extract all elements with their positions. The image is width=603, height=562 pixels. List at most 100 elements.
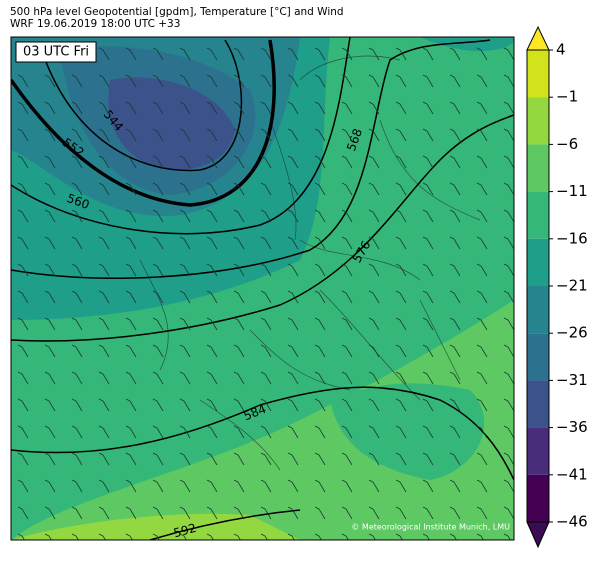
- wind-barb: [287, 317, 299, 331]
- wind-barb: [125, 128, 137, 142]
- wind-barb: [260, 290, 272, 304]
- wind-barb: [71, 290, 83, 304]
- colorbar-tick-label: −46: [556, 513, 588, 531]
- wind-barb: [368, 533, 376, 540]
- wind-barb: [98, 290, 110, 304]
- wind-barb: [152, 74, 164, 88]
- wind-barb: [206, 344, 218, 358]
- wind-barb: [152, 209, 164, 223]
- time-label: 03 UTC Fri: [23, 45, 89, 60]
- wind-barb: [287, 155, 299, 169]
- wind-barb: [98, 182, 110, 196]
- credit: © Meteorological Institute Munich, LMU: [351, 523, 510, 532]
- wind-barb: [395, 155, 407, 169]
- wind-barb: [476, 47, 488, 61]
- wind-barb: [260, 209, 272, 223]
- time-box: [15, 41, 97, 63]
- wind-barb: [287, 182, 299, 196]
- wind-barb: [503, 344, 514, 358]
- wind-barb: [260, 344, 272, 358]
- wind-barb: [395, 371, 407, 385]
- wind-barb: [233, 128, 245, 142]
- wind-barb: [503, 290, 514, 304]
- wind-barb: [395, 398, 407, 412]
- wind-barb: [44, 452, 56, 466]
- contour: [11, 37, 351, 235]
- wind-barb: [449, 290, 461, 304]
- wind-barb: [125, 101, 137, 115]
- wind-barb: [71, 371, 83, 385]
- wind-barb: [233, 425, 245, 439]
- wind-barb: [71, 425, 83, 439]
- wind-barb: [125, 506, 137, 520]
- wind-barb: [152, 533, 160, 540]
- wind-barb: [341, 452, 353, 466]
- wind-barb: [233, 479, 245, 493]
- wind-barb: [449, 155, 461, 169]
- wind-barb: [206, 236, 218, 250]
- wind-barb: [287, 47, 299, 61]
- wind-barb: [44, 398, 56, 412]
- wind-barb: [179, 74, 191, 88]
- wind-barb: [125, 155, 137, 169]
- wind-barb: [206, 371, 218, 385]
- wind-barb: [314, 317, 326, 331]
- wind-barb: [233, 317, 245, 331]
- wind-barb: [287, 74, 299, 88]
- wind-barb: [368, 155, 380, 169]
- wind-barb: [422, 371, 434, 385]
- wind-barb: [476, 263, 488, 277]
- wind-barb: [206, 155, 218, 169]
- wind-barb: [125, 47, 137, 61]
- wind-barb: [44, 533, 52, 540]
- wind-barb: [17, 74, 29, 88]
- wind-barb: [476, 398, 488, 412]
- wind-barb: [449, 479, 461, 493]
- wind-barb: [260, 101, 272, 115]
- colorbar-tick-label: −21: [556, 277, 588, 295]
- wind-barb: [125, 398, 137, 412]
- wind-barb: [503, 236, 514, 250]
- wind-barb: [206, 74, 218, 88]
- wind-barb: [17, 263, 29, 277]
- contour: [149, 509, 301, 540]
- colorbar-tick-label: −31: [556, 371, 588, 389]
- wind-barb: [287, 101, 299, 115]
- wind-barb: [260, 398, 272, 412]
- colorbar-tick-label: 4: [556, 41, 566, 59]
- wind-barb: [260, 236, 272, 250]
- wind-barb: [179, 452, 191, 466]
- wind-barb: [98, 533, 106, 540]
- wind-barb: [179, 209, 191, 223]
- colorbar-band: [527, 474, 549, 522]
- wind-barb: [98, 344, 110, 358]
- wind-barb: [341, 209, 353, 223]
- wind-barb: [314, 506, 326, 520]
- wind-barb: [314, 74, 326, 88]
- wind-barb: [17, 344, 29, 358]
- wind-barb: [503, 128, 514, 142]
- wind-barb: [233, 533, 241, 540]
- wind-barb: [44, 506, 56, 520]
- colorbar-band: [527, 427, 549, 475]
- wind-barb: [44, 128, 56, 142]
- wind-barb: [503, 452, 514, 466]
- wind-barb: [368, 398, 380, 412]
- wind-barb: [17, 128, 29, 142]
- wind-barb: [422, 533, 430, 540]
- wind-barb: [260, 506, 272, 520]
- wind-barb: [422, 182, 434, 196]
- wind-barb: [449, 452, 461, 466]
- wind-barb: [179, 155, 191, 169]
- wind-barb: [422, 506, 434, 520]
- wind-barb: [395, 128, 407, 142]
- wind-barb: [17, 290, 29, 304]
- wind-barb: [422, 425, 434, 439]
- wind-barb: [98, 128, 110, 142]
- wind-barb: [449, 74, 461, 88]
- wind-barb: [179, 236, 191, 250]
- wind-barb: [476, 74, 488, 88]
- wind-barb: [368, 128, 380, 142]
- wind-barb: [179, 290, 191, 304]
- wind-barb: [368, 263, 380, 277]
